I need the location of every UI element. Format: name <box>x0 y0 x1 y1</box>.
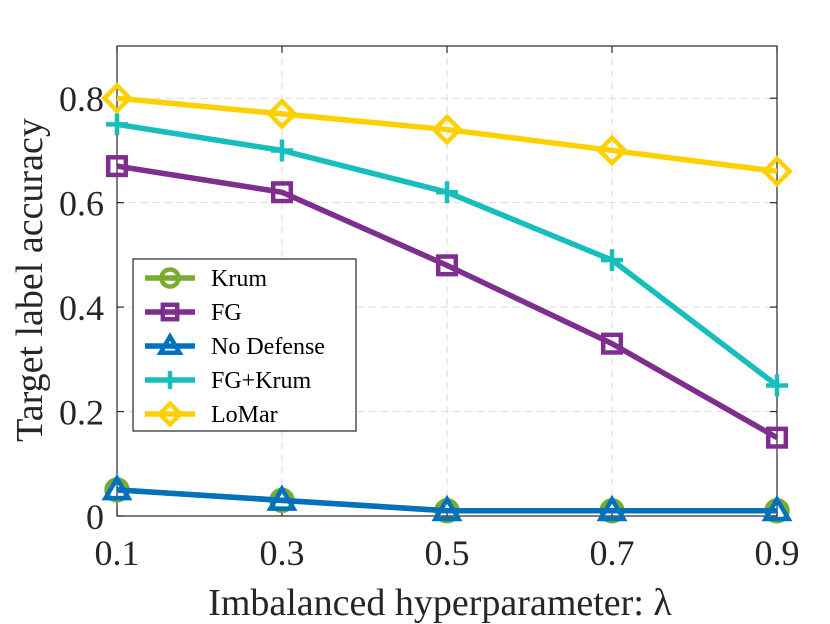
marker-square <box>765 426 789 449</box>
marker-diamond <box>266 98 298 130</box>
marker-diamond <box>156 400 184 428</box>
series-group <box>101 82 793 524</box>
legend-entry: Krum <box>145 266 267 292</box>
plot-frame <box>116 45 778 517</box>
x-tick-label: 0.9 <box>755 533 800 573</box>
y-tick-label: 0.2 <box>59 393 104 433</box>
marker-square <box>435 254 459 277</box>
marker-square <box>600 332 624 355</box>
y-tick-label: 0.8 <box>59 79 104 119</box>
y-tick-label: 0.6 <box>59 184 104 224</box>
marker-circle <box>159 267 181 289</box>
x-tick-label: 0.7 <box>590 533 635 573</box>
marker-diamond <box>101 82 133 115</box>
x-tick-label: 0.3 <box>260 533 305 573</box>
marker-square <box>105 155 129 178</box>
marker-triangle <box>266 484 298 511</box>
x-tick-label: 0.5 <box>425 533 470 573</box>
series-line <box>116 95 778 175</box>
series-fg-krum <box>106 113 788 397</box>
marker-plus <box>161 371 179 389</box>
legend-label: Krum <box>211 266 267 292</box>
series-no-defense <box>101 473 793 522</box>
marker-plus <box>601 249 623 272</box>
x-axis-title: Imbalanced hyperparameter: λ <box>208 582 672 624</box>
marker-plus <box>766 374 788 397</box>
legend: Krum FG No Defense FG+Krum LoMar <box>132 258 357 432</box>
legend-entry: No Defense <box>145 332 325 360</box>
legend-label: LoMar <box>211 402 278 428</box>
series-fg <box>105 155 789 449</box>
marker-plus <box>271 139 293 162</box>
legend-entry: FG+Krum <box>145 368 312 394</box>
y-tick-label: 0.4 <box>59 288 104 328</box>
marker-diamond <box>761 155 793 188</box>
marker-triangle <box>101 473 133 501</box>
legend-entry: FG <box>145 300 242 326</box>
marker-diamond <box>596 134 628 167</box>
y-tick-label: 0 <box>86 497 104 537</box>
marker-plus <box>436 181 458 204</box>
y-axis-title: Target label accuracy <box>9 118 51 442</box>
series-line <box>116 163 779 441</box>
marker-triangle <box>156 332 184 355</box>
marker-triangle <box>761 494 793 522</box>
marker-square <box>270 181 294 204</box>
x-tick-label: 0.1 <box>95 533 140 573</box>
series-line <box>116 487 777 514</box>
series-lomar <box>101 82 793 188</box>
legend-label: FG <box>211 300 242 326</box>
marker-triangle <box>431 494 463 522</box>
legend-label: No Defense <box>211 334 325 360</box>
tick-labels: 0.1 0.3 0.5 0.7 0.9 0 0.2 0.4 0.6 0.8 <box>59 79 800 573</box>
marker-plus <box>106 113 128 136</box>
legend-entry: LoMar <box>145 400 278 428</box>
marker-diamond <box>431 113 463 146</box>
legend-label: FG+Krum <box>211 368 312 394</box>
marker-square <box>160 302 180 322</box>
marker-triangle <box>596 494 628 522</box>
